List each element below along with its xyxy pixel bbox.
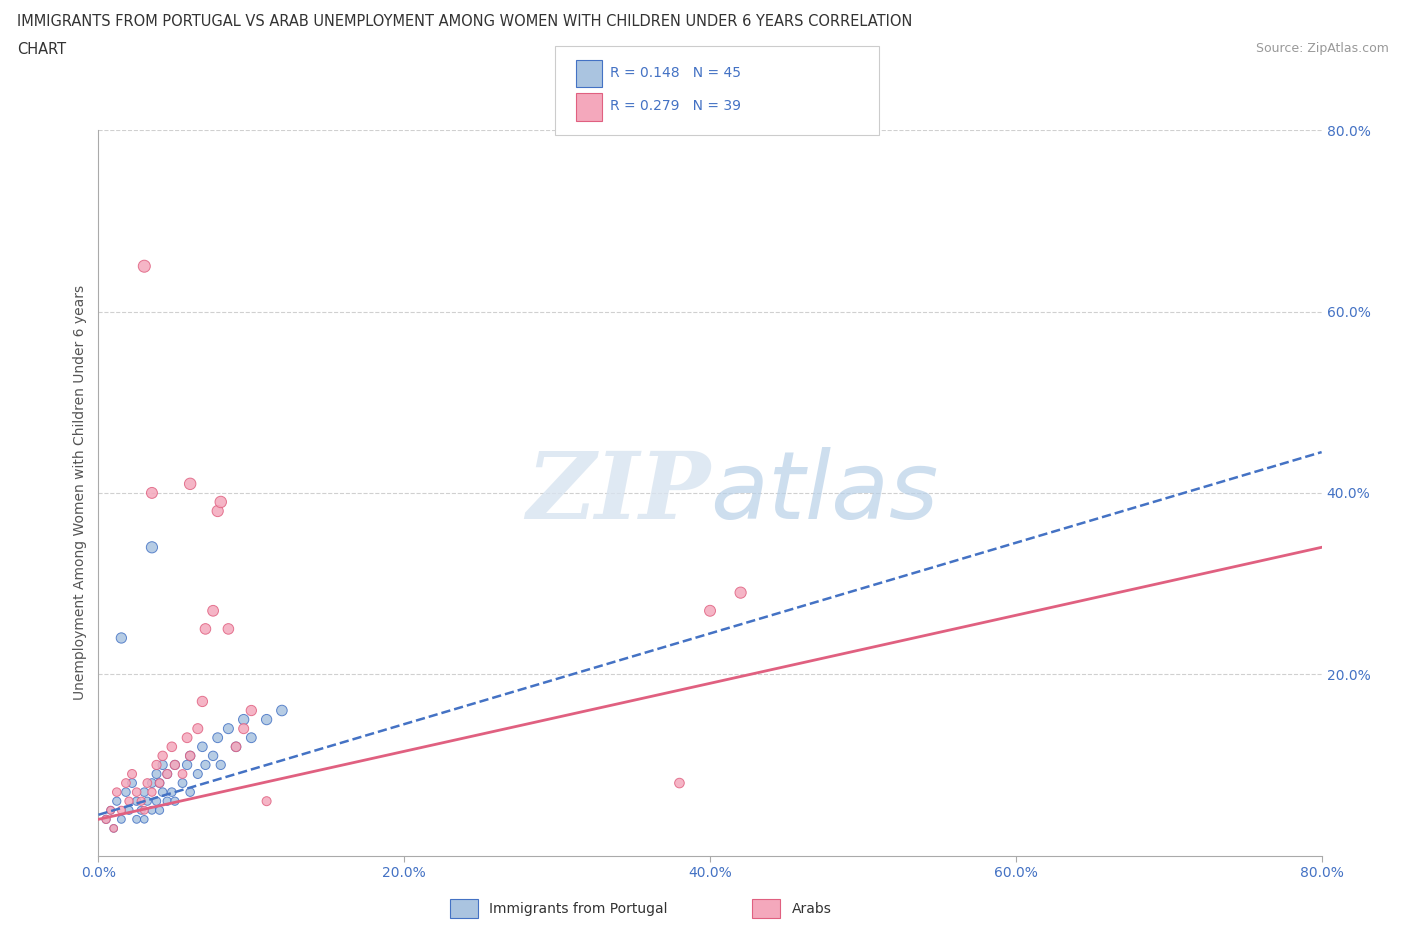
- Point: [194, 621, 217, 636]
- Point: [160, 785, 183, 800]
- Point: [141, 785, 163, 800]
- Y-axis label: Unemployment Among Women with Children Under 6 years: Unemployment Among Women with Children U…: [73, 286, 87, 700]
- Point: [118, 803, 141, 817]
- Text: IMMIGRANTS FROM PORTUGAL VS ARAB UNEMPLOYMENT AMONG WOMEN WITH CHILDREN UNDER 6 : IMMIGRANTS FROM PORTUGAL VS ARAB UNEMPLO…: [17, 14, 912, 29]
- Point: [668, 776, 690, 790]
- Text: R = 0.279   N = 39: R = 0.279 N = 39: [610, 99, 741, 113]
- Point: [125, 794, 148, 809]
- Point: [105, 785, 128, 800]
- Point: [149, 776, 172, 790]
- Point: [156, 794, 179, 809]
- Point: [110, 631, 132, 645]
- Point: [209, 495, 232, 510]
- Point: [118, 794, 141, 809]
- Point: [134, 803, 156, 817]
- Point: [121, 776, 143, 790]
- Text: R = 0.148   N = 45: R = 0.148 N = 45: [610, 65, 741, 80]
- Text: ZIP: ZIP: [526, 448, 710, 538]
- Point: [145, 794, 167, 809]
- Point: [240, 703, 263, 718]
- Point: [145, 757, 167, 772]
- Point: [141, 776, 163, 790]
- Point: [240, 730, 263, 745]
- Point: [141, 485, 163, 500]
- Point: [136, 794, 159, 809]
- Point: [270, 703, 292, 718]
- Point: [105, 794, 128, 809]
- Point: [699, 604, 721, 618]
- Point: [207, 504, 229, 519]
- Point: [191, 739, 214, 754]
- Point: [256, 794, 278, 809]
- Point: [179, 476, 201, 491]
- Point: [100, 803, 122, 817]
- Point: [225, 739, 247, 754]
- Point: [145, 766, 167, 781]
- Point: [179, 749, 201, 764]
- Point: [156, 766, 179, 781]
- Point: [172, 766, 194, 781]
- Point: [217, 722, 239, 737]
- Point: [207, 730, 229, 745]
- Text: CHART: CHART: [17, 42, 66, 57]
- Point: [232, 722, 254, 737]
- Point: [129, 794, 152, 809]
- Point: [125, 785, 148, 800]
- Point: [202, 604, 225, 618]
- Point: [163, 757, 186, 772]
- Point: [125, 812, 148, 827]
- Point: [115, 776, 138, 790]
- Point: [163, 794, 186, 809]
- Point: [217, 621, 239, 636]
- Point: [225, 739, 247, 754]
- Point: [187, 766, 209, 781]
- Point: [187, 722, 209, 737]
- Point: [94, 812, 117, 827]
- Point: [134, 259, 156, 273]
- Point: [730, 585, 752, 600]
- Point: [94, 812, 117, 827]
- Text: Source: ZipAtlas.com: Source: ZipAtlas.com: [1256, 42, 1389, 55]
- Point: [136, 776, 159, 790]
- Point: [209, 757, 232, 772]
- Point: [232, 712, 254, 727]
- Point: [110, 812, 132, 827]
- Point: [134, 812, 156, 827]
- Point: [179, 785, 201, 800]
- Point: [149, 803, 172, 817]
- Point: [176, 730, 198, 745]
- Point: [152, 749, 174, 764]
- Point: [141, 803, 163, 817]
- Point: [103, 821, 125, 836]
- Point: [256, 712, 278, 727]
- Point: [194, 757, 217, 772]
- Point: [176, 757, 198, 772]
- Point: [152, 785, 174, 800]
- Point: [129, 803, 152, 817]
- Text: Arabs: Arabs: [792, 901, 831, 916]
- Point: [115, 785, 138, 800]
- Text: atlas: atlas: [710, 447, 938, 538]
- Point: [202, 749, 225, 764]
- Text: Immigrants from Portugal: Immigrants from Portugal: [489, 901, 668, 916]
- Point: [141, 539, 163, 554]
- Point: [110, 803, 132, 817]
- Point: [100, 803, 122, 817]
- Point: [163, 757, 186, 772]
- Point: [179, 749, 201, 764]
- Point: [134, 785, 156, 800]
- Point: [191, 694, 214, 709]
- Point: [149, 776, 172, 790]
- Point: [103, 821, 125, 836]
- Point: [152, 757, 174, 772]
- Point: [172, 776, 194, 790]
- Point: [160, 739, 183, 754]
- Point: [156, 766, 179, 781]
- Point: [121, 766, 143, 781]
